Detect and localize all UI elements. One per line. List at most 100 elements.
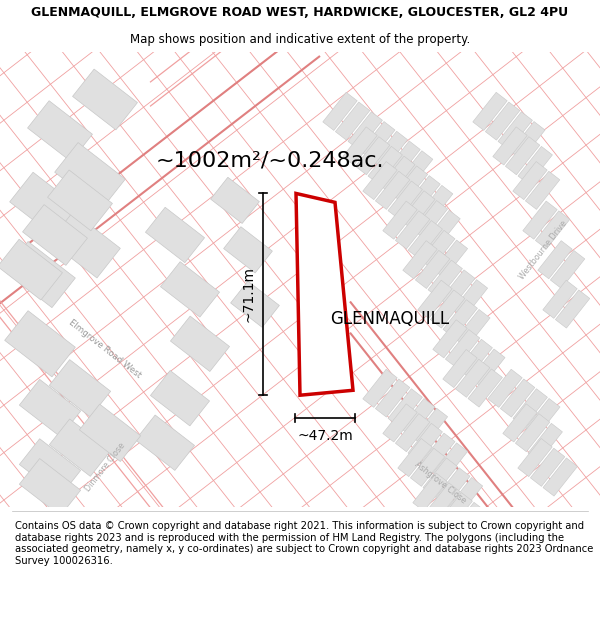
Polygon shape [50,212,121,278]
Polygon shape [423,458,457,496]
Polygon shape [413,408,448,446]
Polygon shape [383,404,417,442]
Polygon shape [433,320,467,358]
Polygon shape [403,241,437,279]
Polygon shape [376,379,410,417]
Polygon shape [373,131,407,169]
Polygon shape [79,404,140,461]
Polygon shape [513,389,547,427]
Polygon shape [401,399,435,437]
Polygon shape [160,262,220,317]
Polygon shape [433,443,467,481]
Polygon shape [538,241,572,279]
Polygon shape [445,329,480,367]
Polygon shape [10,173,80,238]
Polygon shape [0,239,62,300]
Polygon shape [398,151,433,189]
Polygon shape [418,186,453,224]
Polygon shape [513,161,547,199]
Polygon shape [211,177,259,224]
Polygon shape [5,241,76,308]
Polygon shape [473,92,507,131]
Polygon shape [376,171,410,209]
Polygon shape [23,204,88,266]
Polygon shape [415,251,450,289]
Polygon shape [530,448,565,486]
Polygon shape [556,290,590,328]
Polygon shape [528,423,562,461]
Polygon shape [451,503,485,541]
Polygon shape [448,478,482,516]
Polygon shape [151,371,209,426]
Polygon shape [380,156,415,194]
Polygon shape [500,379,535,417]
Polygon shape [440,270,475,308]
Text: ~47.2m: ~47.2m [297,429,353,442]
Polygon shape [550,251,585,289]
Polygon shape [145,208,205,262]
Polygon shape [323,92,357,131]
Polygon shape [395,414,430,452]
Polygon shape [443,349,477,388]
Polygon shape [410,448,445,486]
Polygon shape [455,309,490,348]
Polygon shape [430,290,465,328]
Polygon shape [28,101,92,161]
Polygon shape [498,112,532,150]
Polygon shape [361,121,395,159]
Polygon shape [436,468,470,506]
Polygon shape [398,439,432,477]
Polygon shape [47,170,112,231]
Polygon shape [515,414,550,452]
Polygon shape [383,201,417,239]
Polygon shape [428,260,463,298]
Text: Contains OS data © Crown copyright and database right 2021. This information is : Contains OS data © Crown copyright and d… [15,521,593,566]
Polygon shape [136,415,194,471]
Text: GLENMAQUILL, ELMGROVE ROAD WEST, HARDWICKE, GLOUCESTER, GL2 4PU: GLENMAQUILL, ELMGROVE ROAD WEST, HARDWIC… [31,6,569,19]
Polygon shape [388,181,422,219]
Polygon shape [395,211,430,249]
Polygon shape [73,69,137,130]
Polygon shape [493,127,527,165]
Polygon shape [511,121,545,159]
Text: Map shows position and indicative extent of the property.: Map shows position and indicative extent… [130,32,470,46]
Polygon shape [355,137,390,175]
Polygon shape [433,240,467,278]
Polygon shape [335,102,370,140]
Polygon shape [503,404,537,442]
Polygon shape [523,201,557,239]
Polygon shape [388,389,422,427]
Polygon shape [453,279,488,318]
Polygon shape [224,227,272,273]
Polygon shape [170,316,230,371]
Polygon shape [401,191,435,229]
Polygon shape [421,433,455,471]
Polygon shape [386,141,420,179]
Polygon shape [230,281,280,328]
Polygon shape [368,146,403,184]
Polygon shape [518,439,552,477]
Polygon shape [393,166,428,204]
Polygon shape [408,423,442,461]
Polygon shape [19,379,80,437]
Text: Ashgrove Close: Ashgrove Close [413,459,467,505]
Polygon shape [19,439,80,496]
Text: ~1002m²/~0.248ac.: ~1002m²/~0.248ac. [156,151,384,171]
Polygon shape [418,280,452,318]
Polygon shape [485,102,520,140]
Polygon shape [518,146,553,184]
Polygon shape [470,349,505,387]
Polygon shape [535,211,570,249]
Polygon shape [426,210,460,248]
Polygon shape [421,230,455,269]
Polygon shape [526,171,560,209]
Polygon shape [296,194,353,395]
Text: Elmgrove Road West: Elmgrove Road West [67,318,143,380]
Polygon shape [343,127,377,165]
Polygon shape [363,369,397,408]
Polygon shape [413,201,448,239]
Polygon shape [363,161,397,199]
Polygon shape [348,112,382,150]
Polygon shape [425,483,460,521]
Polygon shape [488,369,522,408]
